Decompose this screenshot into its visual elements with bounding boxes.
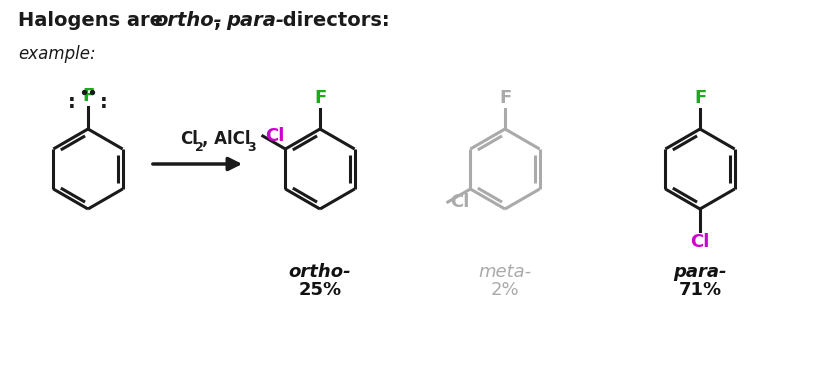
Text: ,: , (214, 12, 229, 30)
Text: 2: 2 (195, 141, 203, 154)
Text: 25%: 25% (298, 281, 342, 299)
Text: 71%: 71% (678, 281, 722, 299)
Text: ortho-: ortho- (154, 12, 222, 30)
Text: ortho-: ortho- (289, 263, 351, 281)
Text: Halogens are: Halogens are (18, 12, 170, 30)
Text: 2%: 2% (491, 281, 520, 299)
Text: para-: para- (226, 12, 284, 30)
Text: :: : (68, 93, 76, 113)
Text: F: F (82, 87, 95, 105)
Text: directors:: directors: (276, 12, 390, 30)
Text: F: F (314, 89, 326, 107)
Text: example:: example: (18, 45, 95, 63)
Text: meta-: meta- (478, 263, 532, 281)
Text: Cl: Cl (265, 127, 284, 145)
Text: , AlCl: , AlCl (201, 130, 250, 148)
Text: Cl: Cl (450, 193, 469, 211)
Text: F: F (694, 89, 706, 107)
Text: para-: para- (673, 263, 727, 281)
Text: F: F (499, 89, 511, 107)
Text: Cl: Cl (180, 130, 197, 148)
Text: Cl: Cl (690, 233, 709, 251)
Text: 3: 3 (247, 141, 256, 154)
Text: :: : (100, 93, 108, 113)
